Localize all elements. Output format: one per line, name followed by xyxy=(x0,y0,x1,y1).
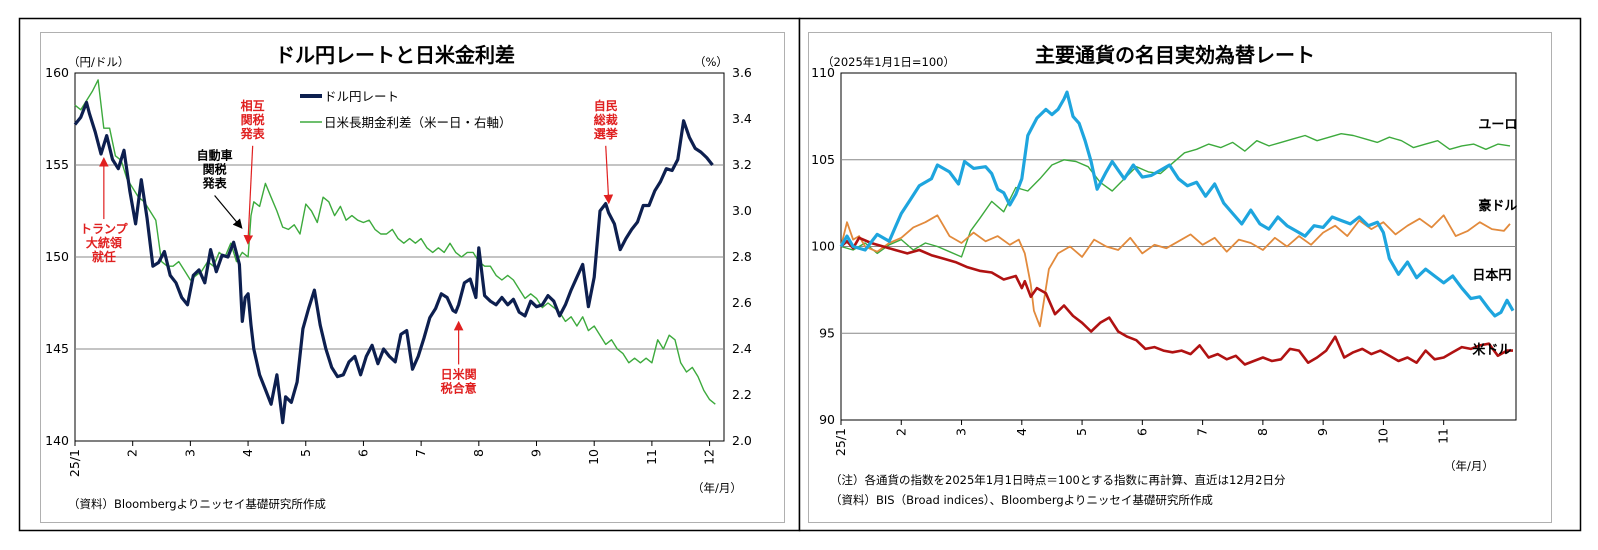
annotation-text-mutual: 発表 xyxy=(240,126,266,141)
series-line-spread xyxy=(74,79,716,405)
chart1-right-axis-unit: （%） xyxy=(694,55,728,69)
chart2-x-tick-label: 2 xyxy=(893,428,908,436)
chart2-left-axis-unit: （2025年1月1日=100） xyxy=(822,55,955,69)
chart1-y2-tick-label: 2.2 xyxy=(732,387,752,402)
chart2-x-tick-label: 9 xyxy=(1315,428,1330,436)
chart1-x-tick-label: 5 xyxy=(298,449,313,457)
chart1-y-tick-label: 145 xyxy=(45,341,69,356)
usdjpy-chart: ドル円レートと日米金利差 （円/ドル） （%） （年/月） （資料）Bloomb… xyxy=(45,43,752,511)
legend-label-usdjpy: ドル円レート xyxy=(324,89,399,104)
chart1-x-tick-label: 2 xyxy=(125,449,140,457)
chart1-x-tick-label: 7 xyxy=(413,449,428,457)
chart1-title: ドル円レートと日米金利差 xyxy=(275,43,515,67)
annotation-text-auto: 関税 xyxy=(203,161,227,176)
annotation-arrow-mutual xyxy=(243,145,254,245)
chart2-x-tick-label: 8 xyxy=(1255,428,1270,436)
series-line-jpy xyxy=(839,90,1515,318)
chart1-y2-tick-label: 2.8 xyxy=(732,249,752,264)
legend-label-spread: 日米長期金利差（米ー日・右軸） xyxy=(324,115,512,130)
chart1-y-tick-label: 155 xyxy=(45,157,69,172)
chart1-y2-tick-label: 3.4 xyxy=(732,111,752,126)
chart2-y-tick-label: 100 xyxy=(811,239,835,254)
annotation-text-auto: 発表 xyxy=(202,175,228,190)
chart2-x-axis-unit: （年/月） xyxy=(1444,459,1494,473)
series-line-aud xyxy=(840,214,1511,328)
chart1-y2-tick-label: 3.2 xyxy=(732,157,752,172)
series-label-aud: 豪ドル xyxy=(1478,198,1517,214)
annotation-arrow-auto xyxy=(214,195,243,229)
annotation-text-ldp: 総裁 xyxy=(594,112,618,127)
chart1-x-tick-label: 8 xyxy=(471,449,486,457)
chart1-y2-tick-label: 3.0 xyxy=(732,203,752,218)
effective-rate-chart: 主要通貨の名目実効為替レート （2025年1月1日=100） （年/月） （注）… xyxy=(811,43,1517,507)
annotation-text-trump: トランプ xyxy=(80,221,129,236)
chart2-y-tick-label: 105 xyxy=(811,152,835,167)
left-panel-frame xyxy=(18,17,801,532)
annotation-text-jpus: 日米関 xyxy=(441,366,477,381)
chart1-x-tick-label: 9 xyxy=(529,449,544,457)
chart2-x-tick-label: 4 xyxy=(1014,428,1029,436)
chart1-source: （資料）Bloombergよりニッセイ基礎研究所作成 xyxy=(68,497,326,511)
chart2-source: （資料）BIS（Broad indices）、Bloombergよりニッセイ基礎… xyxy=(830,493,1213,507)
chart2-x-tick-label: 25/1 xyxy=(833,428,848,456)
right-chart-area xyxy=(808,32,1552,523)
annotation-arrow-ldp xyxy=(603,145,614,205)
annotation-text-jpus: 税合意 xyxy=(441,380,477,395)
chart1-y-tick-label: 160 xyxy=(45,65,69,80)
chart2-note: （注）各通貨の指数を2025年1月1日時点＝100とする指数に再計算、直近は12… xyxy=(830,473,1286,487)
chart1-y2-tick-label: 3.6 xyxy=(732,65,752,80)
annotation-text-trump: 就任 xyxy=(92,249,116,264)
annotation-text-ldp: 自民 xyxy=(594,98,618,113)
chart1-x-tick-label: 10 xyxy=(586,449,601,465)
chart2-y-tick-label: 90 xyxy=(819,412,835,427)
chart1-y2-tick-label: 2.4 xyxy=(732,341,752,356)
chart1-x-tick-label: 3 xyxy=(182,449,197,457)
chart1-y-tick-label: 140 xyxy=(45,433,69,448)
chart1-y2-tick-label: 2.6 xyxy=(732,295,752,310)
chart2-x-tick-label: 3 xyxy=(954,428,969,436)
series-label-usd: 米ドル xyxy=(1472,342,1511,358)
chart1-x-tick-label: 6 xyxy=(355,449,370,457)
annotation-text-mutual: 相互 xyxy=(241,98,265,113)
chart2-x-tick-label: 6 xyxy=(1134,428,1149,436)
annotation-text-ldp: 選挙 xyxy=(594,126,619,141)
chart1-x-axis-unit: （年/月） xyxy=(692,481,742,495)
series-line-usd xyxy=(840,236,1513,366)
chart1-x-tick-label: 11 xyxy=(644,449,659,465)
chart2-title: 主要通貨の名目実効為替レート xyxy=(1035,43,1315,67)
series-line-euro xyxy=(840,132,1511,258)
chart1-y2-tick-label: 2.0 xyxy=(732,433,752,448)
chart1-x-tick-label: 12 xyxy=(702,449,717,465)
chart1-y-tick-label: 150 xyxy=(45,249,69,264)
annotation-text-mutual: 関税 xyxy=(241,112,265,127)
annotation-text-auto: 自動車 xyxy=(197,147,233,162)
chart2-x-tick-label: 5 xyxy=(1074,428,1089,436)
chart1-legend: ドル円レート 日米長期金利差（米ー日・右軸） xyxy=(300,89,512,130)
chart1-x-tick-label: 4 xyxy=(240,449,255,457)
series-label-jpy: 日本円 xyxy=(1472,267,1511,283)
right-panel-frame xyxy=(798,17,1582,532)
chart1-x-tick-label: 25/1 xyxy=(67,449,82,477)
chart2-x-tick-label: 11 xyxy=(1436,428,1451,444)
chart2-x-tick-label: 10 xyxy=(1375,428,1390,444)
chart2-y-tick-label: 95 xyxy=(819,325,835,340)
chart1-left-axis-unit: （円/ドル） xyxy=(68,55,129,69)
chart2-x-tick-label: 7 xyxy=(1195,428,1210,436)
chart2-y-tick-label: 110 xyxy=(811,65,835,80)
series-label-euro: ユーロ xyxy=(1478,118,1517,133)
annotation-text-trump: 大統領 xyxy=(86,235,123,250)
series-line-usdjpy xyxy=(73,100,714,425)
left-chart-area xyxy=(40,32,785,523)
